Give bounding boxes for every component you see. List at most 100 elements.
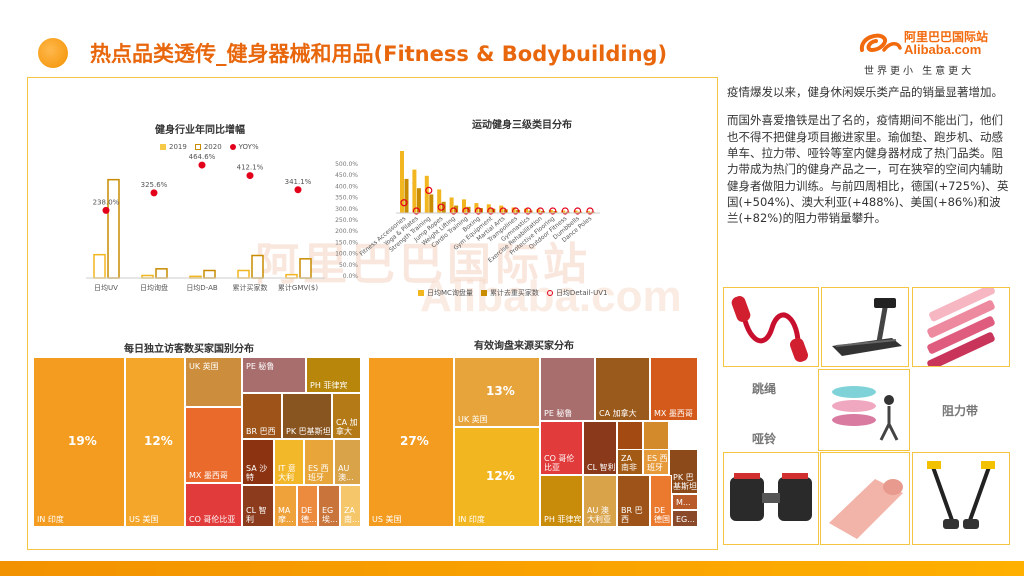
chart2-legend-buyers: 累计去重买家数 — [480, 288, 539, 298]
treemap-tile: PE 秘鲁 — [242, 357, 306, 393]
treemap-tile: US 美国 27% — [368, 357, 454, 527]
chart2-uv-point — [499, 207, 507, 215]
visitor-country-treemap: IN 印度 19% US 美国 12% UK 英国 MX 墨西哥 CO 哥伦比亚 PE 秘鲁 P… — [33, 357, 361, 527]
chart1-yoy-point — [150, 189, 158, 197]
chart2-bar-mc — [412, 169, 417, 213]
treemap-tile-label: M... — [676, 497, 691, 507]
treemap-tile: CO 哥伦比亚 — [185, 483, 242, 527]
chart1-yoy-point — [198, 161, 206, 169]
chart1-yoy-point — [246, 172, 254, 180]
insight-paragraph-1: 疫情爆发以来，健身休闲娱乐类产品的销量显著增加。 — [727, 85, 1003, 99]
suspension-trainer-image — [912, 452, 1010, 545]
chart2-uv-point — [487, 207, 495, 215]
chart2-bar-mc — [449, 197, 454, 213]
treemap-tile-label: AU 澳大利亚 — [587, 505, 611, 524]
insight-paragraph-2: 而国外喜爱撸铁是出了名的，疫情期间不能出门，他们也不得不把健身项目搬进家里。瑜伽… — [727, 113, 1009, 226]
chart2-bar-mc — [524, 208, 528, 213]
chart2-uv-point — [512, 207, 520, 215]
treemap-tile-label: CA 加拿大 — [599, 408, 637, 418]
chart2-tick-label: 250.0% — [335, 217, 358, 224]
treemap-tile: IN 印度 12% — [454, 427, 540, 527]
chart1-category-label: 累计买家数 — [233, 283, 268, 292]
treemap-tile: ZA 南... — [340, 485, 361, 527]
chart2-uv-point — [574, 207, 582, 215]
treemap-tile: DE 德... — [297, 485, 318, 527]
treemap-tile-label: MX 墨西哥 — [654, 408, 693, 418]
band-workout-image — [818, 369, 910, 451]
chart2-tick-label: 50.0% — [339, 262, 358, 269]
chart1-data-label: 238.0% — [93, 198, 120, 206]
chart1-bar-2020 — [299, 258, 312, 279]
chart2-uv-point — [524, 207, 532, 215]
chart2-tick-label: 0.0% — [343, 273, 359, 280]
treemap-tile: BR 巴西 — [242, 393, 282, 439]
treemap-tile-label: PE 秘鲁 — [246, 362, 275, 371]
treemap1-title: 每日独立访客数买家国别分布 — [124, 344, 254, 355]
resistance-band-label: 阻力带 — [942, 404, 979, 418]
logo-cn-text: 阿里巴巴国际站 — [904, 30, 989, 44]
treemap-tile-label: UK 英国 — [189, 362, 219, 371]
treemap-tile-label: CL 智利 — [246, 505, 267, 524]
jump-rope-image — [723, 287, 819, 367]
chart1-legend: 2019 2020 YOY% — [160, 143, 259, 151]
logo-en-text: Alibaba.com — [904, 42, 982, 57]
resistance-band-image — [912, 284, 1010, 370]
treemap-tile: MX 墨西哥 — [650, 357, 698, 421]
chart2-uv-point — [449, 207, 458, 215]
chart2-bar-mc — [548, 209, 553, 213]
treemap-tile-label: CO 哥伦比亚 — [544, 453, 575, 472]
chart2-bar-mc — [462, 199, 466, 213]
treemap-tile-label: US 美国 — [372, 514, 402, 524]
chart1-bar-2020 — [107, 178, 120, 279]
treemap-tile-label: BR 巴西 — [246, 426, 276, 436]
chart2-title: 运动健身三级类目分布 — [472, 120, 572, 131]
inquiry-country-treemap: US 美国 27% UK 英国 13% IN 印度 12% PE 秘鲁 CA 加拿大 MX 墨西… — [368, 357, 698, 527]
chart1-data-label: 464.6% — [189, 153, 216, 161]
chart1-data-label: 412.1% — [237, 164, 264, 172]
treemap-tile: CA 加拿大 — [332, 393, 361, 439]
treemap-tile: M... — [672, 494, 698, 510]
fitness-subcategory-chart: 0.0% 50.0% 100.0% 150.0% 200.0% 250.0% 300.0% 3… — [335, 151, 600, 280]
chart1-category-label: 日均D-AB — [186, 283, 218, 292]
chart2-tick-label: 400.0% — [335, 183, 358, 190]
treadmill-image — [821, 287, 909, 367]
treemap-tile: ES 西班牙 — [304, 439, 334, 485]
treemap-tile-label: ZA 南... — [344, 505, 360, 524]
treemap-tile-label: US 美国 — [129, 514, 159, 524]
chart2-bar-mc — [586, 211, 590, 213]
chart1-legend-2020: 2020 — [194, 143, 222, 151]
chart1-bar-2020 — [203, 269, 216, 279]
chart2-legend: 日均MC询盘量 累计去重买家数 日均Detail-UV1 — [418, 288, 607, 298]
chart2-tick-label: 500.0% — [335, 161, 358, 168]
chart2-bar-mc — [536, 209, 541, 213]
treemap-tile-pct: 12% — [486, 469, 515, 483]
chart2-tick-label: 100.0% — [335, 251, 358, 258]
treemap-tile: BR 巴西 — [617, 475, 650, 527]
treemap-tile-label: AU 澳... — [338, 463, 354, 482]
treemap-tile-pct: 13% — [486, 384, 515, 398]
chart1-data-label: 341.1% — [285, 178, 312, 186]
treemap-tile: EG 埃... — [318, 485, 340, 527]
chart2-uv-point — [586, 207, 594, 215]
treemap-tile: DE 德国 — [650, 475, 672, 527]
treemap-tile: CL 智利 — [242, 485, 274, 527]
footer-bar — [0, 561, 1024, 576]
chart1-bar-2020 — [155, 268, 168, 279]
treemap-tile: SA 沙特 — [242, 439, 274, 485]
yoy-growth-chart: 238.0% 日均UV 325.6% 日均询盘 464.6% 日均D-AB 412.1% 累计… — [86, 153, 325, 292]
chart2-legend-mc: 日均MC询盘量 — [418, 288, 473, 298]
jump-rope-label: 跳绳 — [752, 382, 777, 396]
treemap-tile: IN 印度 19% — [33, 357, 125, 527]
treemap-tile: PK 巴基斯坦 — [669, 449, 698, 494]
treemap-tile-label: CL 智利 — [587, 462, 616, 472]
treemap-tile-label: UK 英国 — [458, 414, 488, 424]
charts-panel — [27, 77, 718, 550]
chart1-yoy-point — [102, 206, 110, 214]
treemap2-title: 有效询盘来源买家分布 — [474, 341, 574, 352]
chart1-data-label: 325.6% — [141, 181, 168, 189]
dumbbell-image — [723, 452, 819, 545]
treemap-tile: US 美国 12% — [125, 357, 185, 527]
treemap-tile-label: DE 德... — [301, 505, 317, 524]
chart1-category-label: 日均询盘 — [140, 283, 168, 292]
chart2-tick-label: 150.0% — [335, 239, 358, 246]
